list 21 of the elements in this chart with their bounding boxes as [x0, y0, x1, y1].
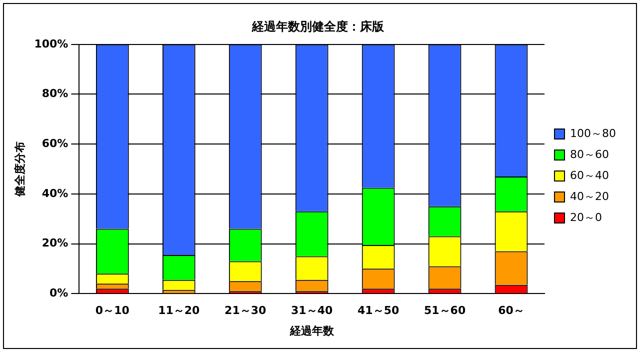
legend-label: 20～0 — [570, 210, 602, 224]
x-tick-label: 60～ — [498, 304, 524, 318]
x-tick-label: 31～40 — [291, 304, 333, 318]
x-tick-label: 41～50 — [358, 304, 400, 318]
legend-label: 40～20 — [570, 190, 610, 203]
y-tick-label: 100% — [34, 37, 68, 50]
x-tick-label: 0～10 — [95, 304, 130, 318]
y-axis-title: 健全度分布 — [13, 142, 26, 198]
x-tick-label: 11～20 — [158, 304, 200, 318]
x-axis-title: 経過年数 — [288, 324, 335, 338]
y-tick-label: 20% — [42, 236, 68, 250]
legend-label: 80～60 — [570, 148, 610, 161]
legend-label: 60～40 — [570, 168, 610, 182]
chart-title: 経過年数別健全度：床版 — [251, 19, 385, 34]
y-tick-label: 60% — [42, 136, 68, 150]
x-tick-label: 21～30 — [224, 304, 267, 318]
legend-label: 100～80 — [570, 126, 616, 140]
y-tick-label: 0% — [49, 286, 68, 300]
y-tick-label: 40% — [42, 186, 68, 200]
y-tick-label: 80% — [42, 87, 68, 100]
x-tick-label: 51～60 — [424, 304, 466, 318]
